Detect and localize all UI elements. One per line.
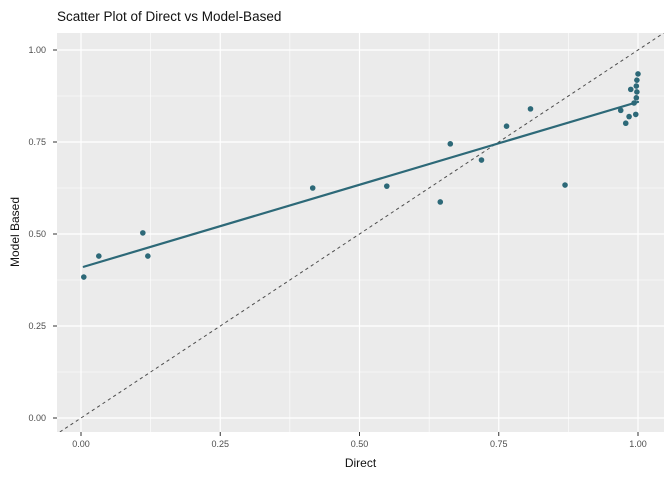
y-tick-label: 0.25: [28, 320, 46, 331]
data-point: [437, 199, 444, 205]
data-point: [634, 77, 640, 83]
data-point: [478, 157, 485, 163]
data-point: [309, 185, 316, 191]
data-point: [622, 120, 629, 127]
data-point: [447, 141, 454, 147]
data-point: [617, 107, 624, 114]
data-point: [634, 89, 640, 95]
data-point: [140, 230, 146, 236]
data-point: [383, 183, 390, 189]
x-tick-label: 0.75: [489, 439, 508, 449]
y-tick-label: 1.00: [28, 44, 46, 55]
data-point: [635, 71, 641, 77]
identity-reference-line: [59, 33, 664, 432]
y-tick-label: 0.50: [28, 228, 46, 239]
x-tick-label: 0.00: [72, 439, 90, 449]
data-point: [527, 106, 534, 112]
data-point: [626, 113, 632, 120]
data-point: [96, 253, 102, 259]
data-point: [627, 86, 634, 93]
regression-line: [82, 100, 640, 268]
x-tick-label: 0.50: [350, 439, 369, 449]
data-point: [633, 83, 640, 89]
data-point: [632, 111, 639, 118]
data-point: [631, 100, 637, 106]
data-point: [503, 123, 510, 129]
y-tick-label: 0.00: [28, 412, 46, 423]
y-tick-label: 0.75: [28, 136, 46, 147]
data-point: [145, 253, 151, 259]
chart-title: Scatter Plot of Direct vs Model-Based: [57, 9, 282, 24]
data-point: [80, 274, 87, 280]
panel-contents: [57, 33, 664, 432]
x-axis-title: Direct: [344, 456, 377, 470]
data-point: [562, 182, 568, 188]
data-point: [633, 95, 640, 101]
x-tick-label: 0.25: [211, 439, 230, 449]
x-tick-label: 1.00: [629, 439, 647, 449]
